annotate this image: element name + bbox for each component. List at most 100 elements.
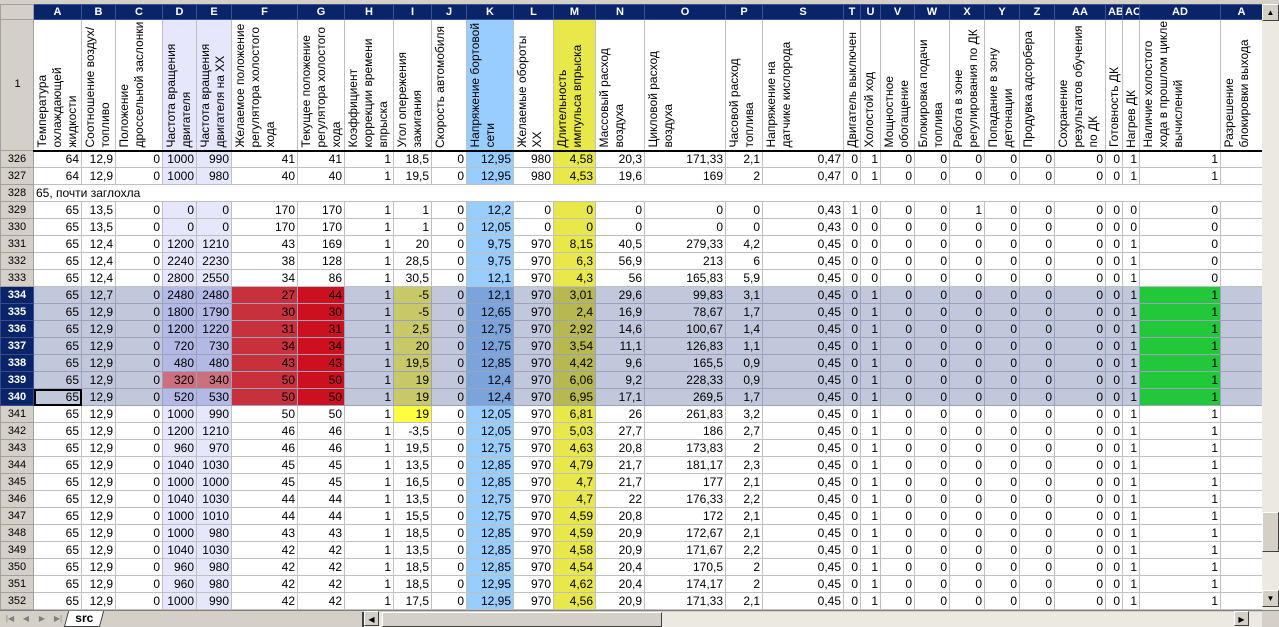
cell-x326[interactable]: 0: [949, 150, 985, 168]
cell-g333[interactable]: 86: [297, 269, 345, 287]
cell-j327[interactable]: 0: [431, 167, 467, 185]
cell-p343[interactable]: 2: [725, 439, 763, 457]
cell-f338[interactable]: 43: [231, 354, 298, 372]
cell-o349[interactable]: 171,67: [644, 541, 726, 559]
cell-l351[interactable]: 970: [513, 575, 554, 593]
cell-c341[interactable]: 0: [115, 405, 163, 423]
cell-c330[interactable]: 0: [115, 218, 163, 236]
cell-h333[interactable]: 1: [344, 269, 394, 287]
cell-j331[interactable]: 0: [431, 235, 467, 253]
header-cell[interactable]: Напряжение на датчике кислорода: [762, 19, 844, 152]
cell-ad345[interactable]: 1: [1139, 473, 1221, 491]
scroll-left-arrow-icon[interactable]: ◀: [364, 611, 379, 626]
cell-n332[interactable]: 56,9: [595, 252, 645, 270]
column-header-e[interactable]: E: [196, 4, 232, 20]
cell-h338[interactable]: 1: [344, 354, 394, 372]
cell-m338[interactable]: 4,42: [553, 354, 596, 372]
cell-i346[interactable]: 13,5: [393, 490, 432, 508]
cell-ac342[interactable]: 1: [1122, 422, 1140, 440]
cell-i337[interactable]: 20: [393, 337, 432, 355]
cell-x340[interactable]: 0: [949, 388, 985, 406]
cell-g335[interactable]: 30: [297, 303, 345, 321]
cell-ab341[interactable]: 0: [1105, 405, 1123, 423]
cell-p349[interactable]: 2,2: [725, 541, 763, 559]
cell-m348[interactable]: 4,59: [553, 524, 596, 542]
cell-x332[interactable]: 0: [949, 252, 985, 270]
cell-y333[interactable]: 0: [984, 269, 1020, 287]
cell-i350[interactable]: 18,5: [393, 558, 432, 576]
cell-a331[interactable]: [1220, 235, 1262, 253]
cell-j333[interactable]: 0: [431, 269, 467, 287]
cell-m343[interactable]: 4,63: [553, 439, 596, 457]
cell-n326[interactable]: 20,3: [595, 150, 645, 168]
cell-v329[interactable]: 0: [880, 201, 915, 219]
cell-h341[interactable]: 1: [344, 405, 394, 423]
cell-aa331[interactable]: 0: [1054, 235, 1106, 253]
cell-b340[interactable]: 12,9: [81, 388, 116, 406]
cell-ad344[interactable]: 1: [1139, 456, 1221, 474]
cell-g342[interactable]: 46: [297, 422, 345, 440]
cell-p347[interactable]: 2,1: [725, 507, 763, 525]
cell-k343[interactable]: 12,75: [466, 439, 514, 457]
cell-y347[interactable]: 0: [984, 507, 1020, 525]
cell-p327[interactable]: 2: [725, 167, 763, 185]
cell-g339[interactable]: 50: [297, 371, 345, 389]
cell-ac331[interactable]: 1: [1122, 235, 1140, 253]
header-cell[interactable]: Цикловой расход воздуха: [644, 19, 726, 152]
cell-g344[interactable]: 45: [297, 456, 345, 474]
cell-h331[interactable]: 1: [344, 235, 394, 253]
cell-m349[interactable]: 4,58: [553, 541, 596, 559]
cell-p341[interactable]: 3,2: [725, 405, 763, 423]
cell-e327[interactable]: 980: [196, 167, 232, 185]
cell-ad340[interactable]: 1: [1139, 388, 1221, 406]
cell-n338[interactable]: 9,6: [595, 354, 645, 372]
column-header-v[interactable]: V: [880, 4, 915, 20]
cell-ab352[interactable]: 0: [1105, 592, 1123, 610]
cell-c351[interactable]: 0: [115, 575, 163, 593]
header-cell[interactable]: Двигатель выключен: [843, 19, 861, 152]
row-header[interactable]: 338: [0, 354, 34, 372]
cell-z334[interactable]: 0: [1019, 286, 1055, 304]
cell-j347[interactable]: 0: [431, 507, 467, 525]
cell-b341[interactable]: 12,9: [81, 405, 116, 423]
cell-a339[interactable]: 65: [33, 371, 82, 389]
cell-ad351[interactable]: 1: [1139, 575, 1221, 593]
cell-z331[interactable]: 0: [1019, 235, 1055, 253]
cell-a345[interactable]: [1220, 473, 1262, 491]
cell-a351[interactable]: [1220, 575, 1262, 593]
cell-a342[interactable]: 65: [33, 422, 82, 440]
cell-w349[interactable]: 0: [914, 541, 950, 559]
cell-s345[interactable]: 0,45: [762, 473, 844, 491]
header-cell[interactable]: Блокировка подачи топлива: [914, 19, 950, 152]
cell-y330[interactable]: 0: [984, 218, 1020, 236]
cell-a334[interactable]: 65: [33, 286, 82, 304]
cell-u346[interactable]: 1: [860, 490, 881, 508]
cell-y345[interactable]: 0: [984, 473, 1020, 491]
cell-w335[interactable]: 0: [914, 303, 950, 321]
cell-d337[interactable]: 720: [162, 337, 197, 355]
cell-ab332[interactable]: 0: [1105, 252, 1123, 270]
cell-a327[interactable]: [1220, 167, 1262, 185]
row-header[interactable]: 345: [0, 473, 34, 491]
cell-y349[interactable]: 0: [984, 541, 1020, 559]
cell-v334[interactable]: 0: [880, 286, 915, 304]
cell-f346[interactable]: 44: [231, 490, 298, 508]
cell-a334[interactable]: [1220, 286, 1262, 304]
cell-n345[interactable]: 21,7: [595, 473, 645, 491]
cell-c331[interactable]: 0: [115, 235, 163, 253]
column-header-b[interactable]: B: [81, 4, 116, 20]
cell-x336[interactable]: 0: [949, 320, 985, 338]
cell-u340[interactable]: 1: [860, 388, 881, 406]
cell-f344[interactable]: 45: [231, 456, 298, 474]
cell-s334[interactable]: 0,45: [762, 286, 844, 304]
cell-ab344[interactable]: 0: [1105, 456, 1123, 474]
cell-f341[interactable]: 50: [231, 405, 298, 423]
cell-a336[interactable]: 65: [33, 320, 82, 338]
cell-n339[interactable]: 9,2: [595, 371, 645, 389]
cell-x345[interactable]: 0: [949, 473, 985, 491]
cell-f352[interactable]: 42: [231, 592, 298, 610]
cell-t352[interactable]: 0: [843, 592, 861, 610]
cell-y329[interactable]: 0: [984, 201, 1020, 219]
cell-l345[interactable]: 970: [513, 473, 554, 491]
cell-u332[interactable]: 0: [860, 252, 881, 270]
